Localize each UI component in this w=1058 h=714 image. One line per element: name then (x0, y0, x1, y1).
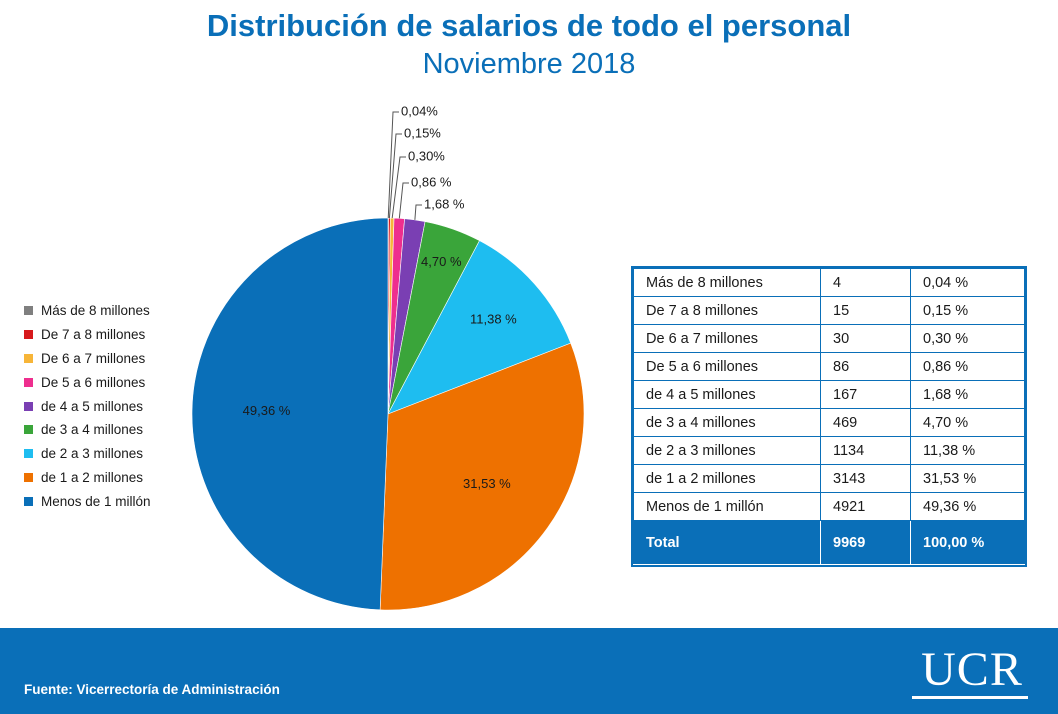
data-label: 4,70 % (421, 254, 462, 269)
legend-label: De 7 a 8 millones (41, 327, 146, 343)
table-cell-count: 469 (820, 408, 911, 437)
legend-item: de 2 a 3 millones (24, 442, 151, 466)
legend-swatch (24, 425, 33, 435)
leader-line (414, 204, 422, 220)
page-subtitle: Noviembre 2018 (422, 48, 636, 80)
footer-bar: Fuente: Vicerrectoría de Administración … (0, 628, 1058, 714)
table-cell-count: 30 (820, 324, 911, 353)
table-cell-label: De 7 a 8 millones (633, 296, 821, 325)
table-cell-count: 4921 (820, 492, 911, 521)
legend-swatch (24, 353, 33, 363)
total-percent: 100,00 % (910, 520, 1025, 565)
legend-item: de 1 a 2 millones (24, 466, 151, 490)
table-row: de 1 a 2 millones 3143 31,53 % (633, 464, 1025, 493)
logo-text: UCR (921, 643, 1023, 696)
table-cell-label: De 6 a 7 millones (633, 324, 821, 353)
total-count: 9969 (820, 520, 911, 565)
legend-item: Más de 8 millones (24, 299, 151, 323)
chart-legend: Más de 8 millones De 7 a 8 millones De 6 a… (24, 299, 151, 513)
data-label: 0,86 % (411, 174, 452, 189)
table-row: Menos de 1 millón 4921 49,36 % (633, 492, 1025, 521)
source-note: Fuente: Vicerrectoría de Administración (24, 682, 280, 697)
table-cell-count: 86 (820, 352, 911, 381)
table-cell-percent: 4,70 % (910, 408, 1025, 437)
table-total-row: Total 9969 100,00 % (633, 520, 1025, 565)
table-cell-count: 167 (820, 380, 911, 409)
data-label: 1,68 % (424, 196, 465, 211)
data-label: 0,04% (401, 103, 438, 118)
ucr-logo: UCR (912, 642, 1032, 704)
data-label: 0,30% (408, 148, 445, 163)
leader-line (391, 156, 406, 219)
pie-slice (379, 342, 585, 611)
table-cell-count: 1134 (820, 436, 911, 465)
table-row: Más de 8 millones 4 0,04 % (633, 268, 1025, 297)
table-cell-percent: 31,53 % (910, 464, 1025, 493)
data-label: 11,38 % (470, 312, 517, 327)
legend-label: de 1 a 2 millones (41, 469, 144, 485)
leader-line (388, 133, 402, 219)
table-cell-percent: 0,04 % (910, 268, 1025, 297)
table-cell-label: Menos de 1 millón (633, 492, 821, 521)
legend-label: de 2 a 3 millones (41, 446, 144, 462)
legend-swatch (24, 472, 33, 482)
table-cell-count: 3143 (820, 464, 911, 493)
table-row: de 2 a 3 millones 1134 11,38 % (633, 436, 1025, 465)
page-title: Distribución de salarios de todo el pers… (206, 8, 852, 43)
table-cell-percent: 49,36 % (910, 492, 1025, 521)
legend-item: De 5 a 6 millones (24, 370, 151, 394)
legend-item: de 3 a 4 millones (24, 418, 151, 442)
legend-swatch (24, 330, 33, 340)
pie-slice (387, 240, 572, 415)
table-cell-label: De 5 a 6 millones (633, 352, 821, 381)
table-cell-percent: 0,86 % (910, 352, 1025, 381)
legend-item: de 4 a 5 millones (24, 394, 151, 418)
table-cell-percent: 0,15 % (910, 296, 1025, 325)
table-cell-label: Más de 8 millones (633, 268, 821, 297)
table-cell-count: 4 (820, 268, 911, 297)
legend-label: De 5 a 6 millones (41, 374, 146, 390)
salary-table: Más de 8 millones 4 0,04 % De 7 a 8 millone… (631, 266, 1027, 567)
legend-swatch (24, 306, 33, 316)
table-cell-label: de 2 a 3 millones (633, 436, 821, 465)
total-label: Total (633, 520, 821, 565)
table-cell-percent: 1,68 % (910, 380, 1025, 409)
leader-line (398, 182, 409, 219)
legend-swatch (24, 377, 33, 387)
legend-swatch (24, 449, 33, 459)
legend-swatch (24, 496, 33, 506)
data-label: 31,53 % (463, 476, 511, 491)
table-cell-percent: 0,30 % (910, 324, 1025, 353)
legend-item: De 7 a 8 millones (24, 323, 151, 347)
legend-label: De 6 a 7 millones (41, 350, 146, 366)
table-cell-label: de 1 a 2 millones (633, 464, 821, 493)
table-cell-label: de 4 a 5 millones (633, 380, 821, 409)
legend-label: de 4 a 5 millones (41, 398, 144, 414)
table-row: de 3 a 4 millones 469 4,70 % (633, 408, 1025, 437)
legend-item: De 6 a 7 millones (24, 347, 151, 371)
legend-item: Menos de 1 millón (24, 489, 151, 513)
legend-label: Más de 8 millones (41, 303, 150, 319)
data-label: 0,15% (404, 125, 441, 140)
table-row: De 5 a 6 millones 86 0,86 % (633, 352, 1025, 381)
table-row: de 4 a 5 millones 167 1,68 % (633, 380, 1025, 409)
table-cell-label: de 3 a 4 millones (633, 408, 821, 437)
data-label: 49,36 % (243, 403, 291, 418)
table-cell-percent: 11,38 % (910, 436, 1025, 465)
pie-slice (191, 217, 389, 611)
legend-label: Menos de 1 millón (41, 493, 151, 509)
legend-swatch (24, 401, 33, 411)
logo-underline (912, 696, 1028, 699)
legend-label: de 3 a 4 millones (41, 422, 144, 438)
table-cell-count: 15 (820, 296, 911, 325)
table-row: De 7 a 8 millones 15 0,15 % (633, 296, 1025, 325)
table-row: De 6 a 7 millones 30 0,30 % (633, 324, 1025, 353)
leader-line (387, 111, 399, 219)
